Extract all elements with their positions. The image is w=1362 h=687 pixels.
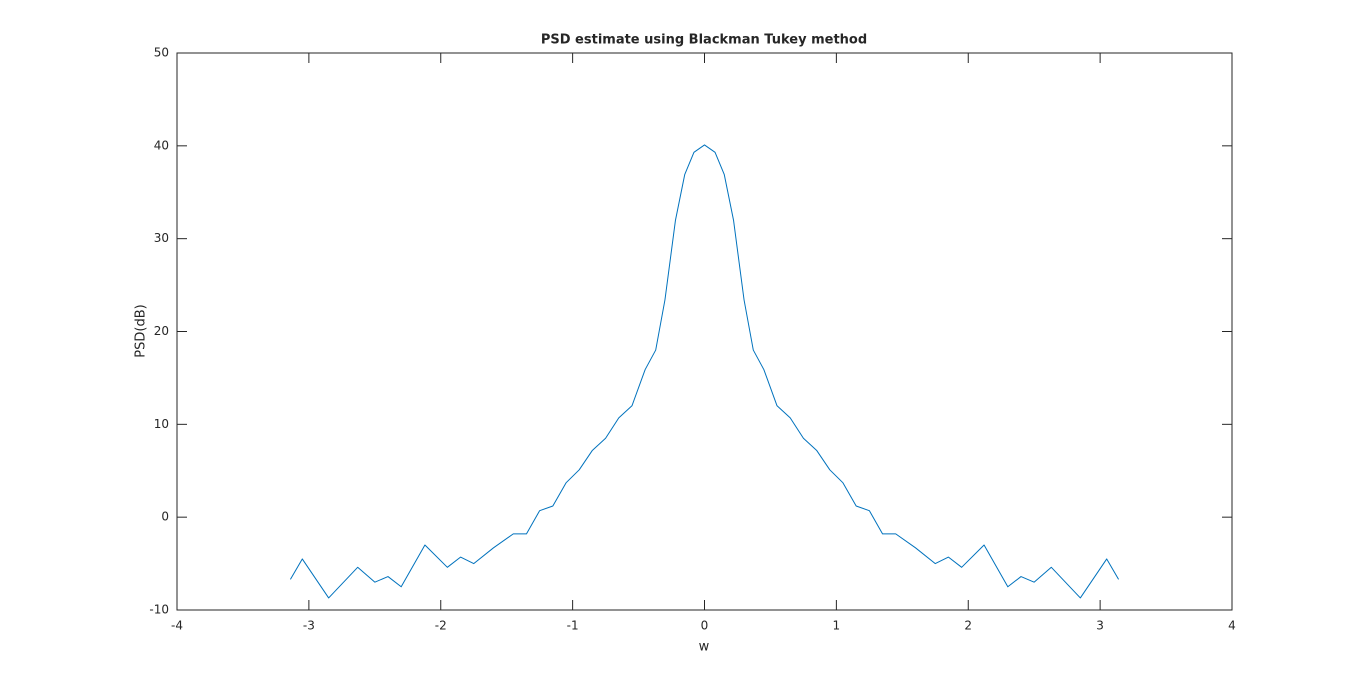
y-tick-label: -10 xyxy=(149,603,169,617)
x-tick-label: -2 xyxy=(435,619,447,633)
y-tick-label: 50 xyxy=(154,46,169,60)
x-tick-label: -4 xyxy=(171,619,183,633)
y-tick-label: 10 xyxy=(154,417,169,431)
y-axis-label: PSD(dB) xyxy=(134,304,149,357)
x-tick-label: -1 xyxy=(567,619,579,633)
x-tick-label: 3 xyxy=(1096,619,1104,633)
y-tick-label: 0 xyxy=(161,510,169,524)
y-tick-label: 40 xyxy=(154,138,169,152)
x-axis-label: w xyxy=(699,640,710,655)
x-tick-label: 1 xyxy=(833,619,841,633)
x-tick-label: 0 xyxy=(701,619,709,633)
x-tick-label: -3 xyxy=(303,619,315,633)
chart-title: PSD estimate using Blackman Tukey method xyxy=(541,33,867,48)
plot-area xyxy=(176,52,1233,611)
data-line xyxy=(289,144,1120,599)
x-tick-label: 4 xyxy=(1228,619,1236,633)
y-tick-label: 30 xyxy=(154,231,169,245)
x-tick-label: 2 xyxy=(964,619,972,633)
y-tick-label: 20 xyxy=(154,324,169,338)
